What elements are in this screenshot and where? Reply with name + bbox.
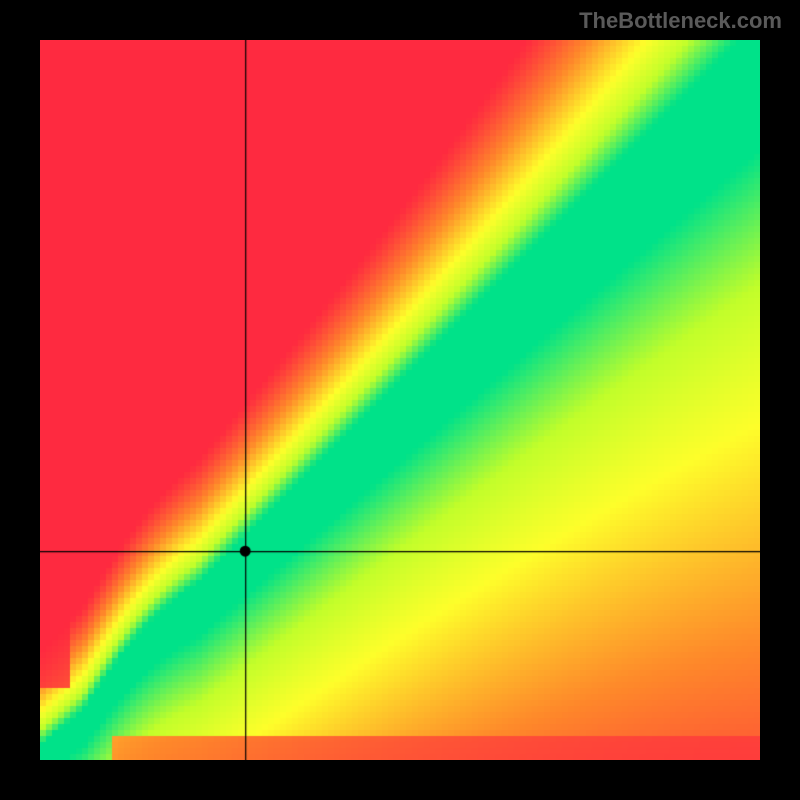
- heatmap-plot: [40, 40, 760, 760]
- chart-container: TheBottleneck.com: [0, 0, 800, 800]
- heatmap-canvas: [40, 40, 760, 760]
- watermark-text: TheBottleneck.com: [579, 8, 782, 34]
